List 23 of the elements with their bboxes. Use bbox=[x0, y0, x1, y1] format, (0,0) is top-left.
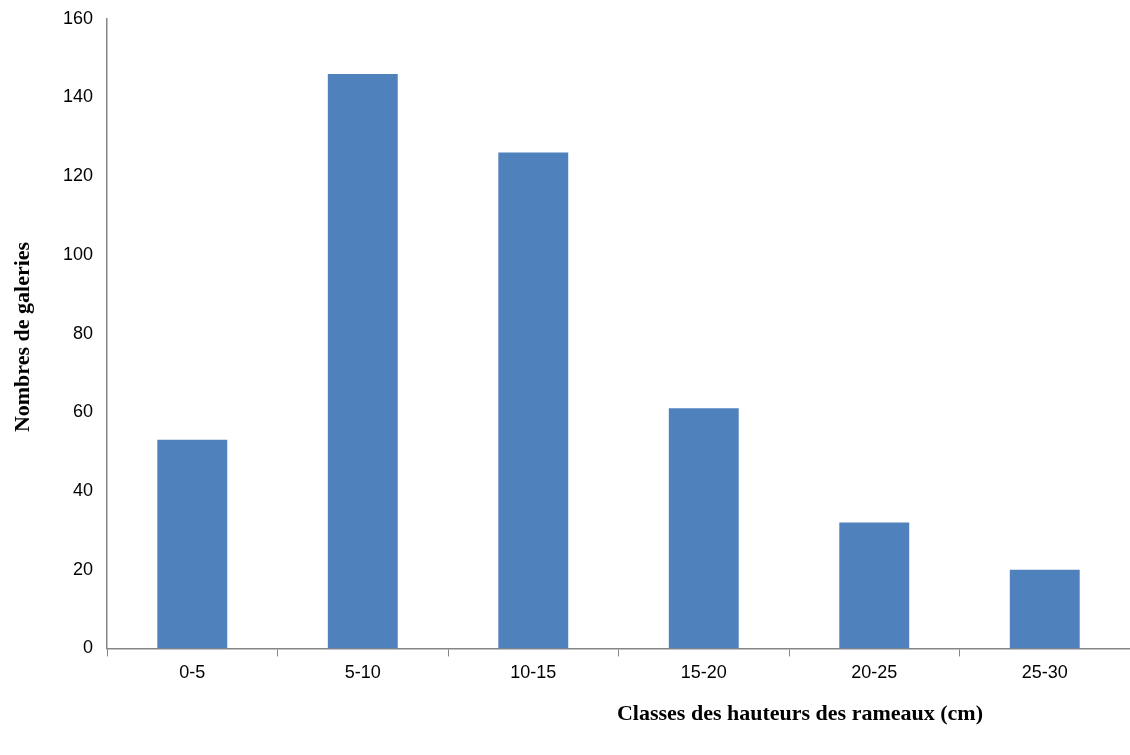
y-tick-label: 80 bbox=[73, 322, 94, 343]
y-tick-label: 100 bbox=[62, 243, 94, 264]
y-tick-label: 40 bbox=[73, 479, 94, 500]
bar bbox=[1009, 569, 1080, 649]
y-tick-label: 160 bbox=[62, 7, 94, 28]
x-tick-label: 0-5 bbox=[179, 662, 206, 683]
bar bbox=[498, 152, 569, 649]
y-tick-label: 0 bbox=[83, 637, 94, 658]
x-tick-label: 5-10 bbox=[344, 662, 381, 683]
y-tick-label: 60 bbox=[73, 401, 94, 422]
y-tick-label: 140 bbox=[62, 86, 94, 107]
bar bbox=[327, 73, 398, 649]
x-axis-title: Classes des hauteurs des rameaux (cm) bbox=[616, 700, 984, 726]
bar bbox=[157, 439, 228, 649]
x-tick-label: 25-30 bbox=[1021, 662, 1068, 683]
y-tick-label: 120 bbox=[62, 165, 94, 186]
y-axis-title: Nombres de galeries bbox=[9, 241, 35, 433]
x-tick-label: 10-15 bbox=[510, 662, 557, 683]
x-tick-label: 20-25 bbox=[851, 662, 898, 683]
bar bbox=[668, 408, 739, 649]
y-tick-label: 20 bbox=[73, 558, 94, 579]
x-tick-label: 15-20 bbox=[680, 662, 727, 683]
bar bbox=[839, 522, 910, 649]
